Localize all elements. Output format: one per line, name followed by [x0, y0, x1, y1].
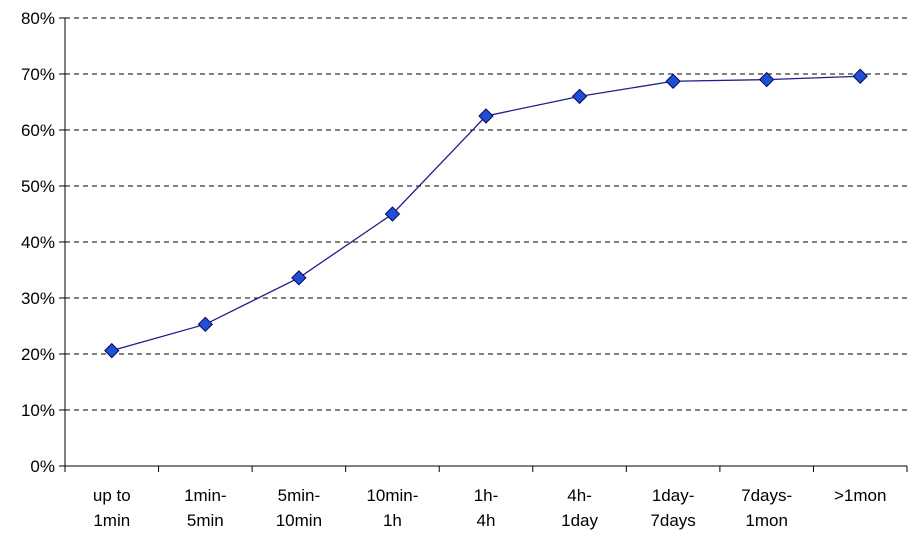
x-tick-label: 7days-1mon	[741, 486, 792, 530]
x-tick-label: 1day-7days	[650, 486, 695, 530]
data-point-marker	[478, 108, 494, 124]
y-tick-labels: 0% 10% 20% 30% 40% 50% 60% 70% 80%	[21, 9, 55, 476]
x-tick-label: >1mon	[834, 486, 886, 505]
gridlines	[65, 17, 907, 411]
y-tick-label: 50%	[21, 177, 55, 196]
y-tick-label: 70%	[21, 65, 55, 84]
data-point-marker	[571, 88, 588, 105]
data-point-marker	[291, 270, 307, 286]
data-point-marker	[384, 206, 401, 222]
x-tick-labels: up to 1min 1min-5min 5min-10min 10min-1h 1h-4…	[93, 486, 887, 530]
data-point-marker	[197, 316, 214, 333]
x-tick-label: 1h-4h	[474, 486, 499, 530]
x-tick-label: 10min-1h	[366, 486, 418, 530]
y-tick-label: 10%	[21, 401, 55, 420]
axes	[59, 17, 908, 472]
x-tick-label: 4h-1day	[561, 486, 598, 530]
data-point-marker	[665, 73, 681, 89]
data-point-marker	[852, 68, 868, 84]
data-point-marker	[758, 71, 775, 88]
x-tick-label: 5min-10min	[276, 486, 322, 530]
x-tick-label: up to 1min	[93, 486, 131, 530]
y-tick-label: 30%	[21, 289, 55, 308]
y-tick-label: 0%	[30, 457, 55, 476]
y-tick-label: 60%	[21, 121, 55, 140]
x-tick-label: 1min-5min	[184, 486, 227, 530]
data-markers	[104, 68, 868, 359]
y-tick-label: 40%	[21, 233, 55, 252]
y-tick-label: 80%	[21, 9, 55, 28]
y-tick-label: 20%	[21, 345, 55, 364]
data-point-marker	[104, 342, 120, 359]
